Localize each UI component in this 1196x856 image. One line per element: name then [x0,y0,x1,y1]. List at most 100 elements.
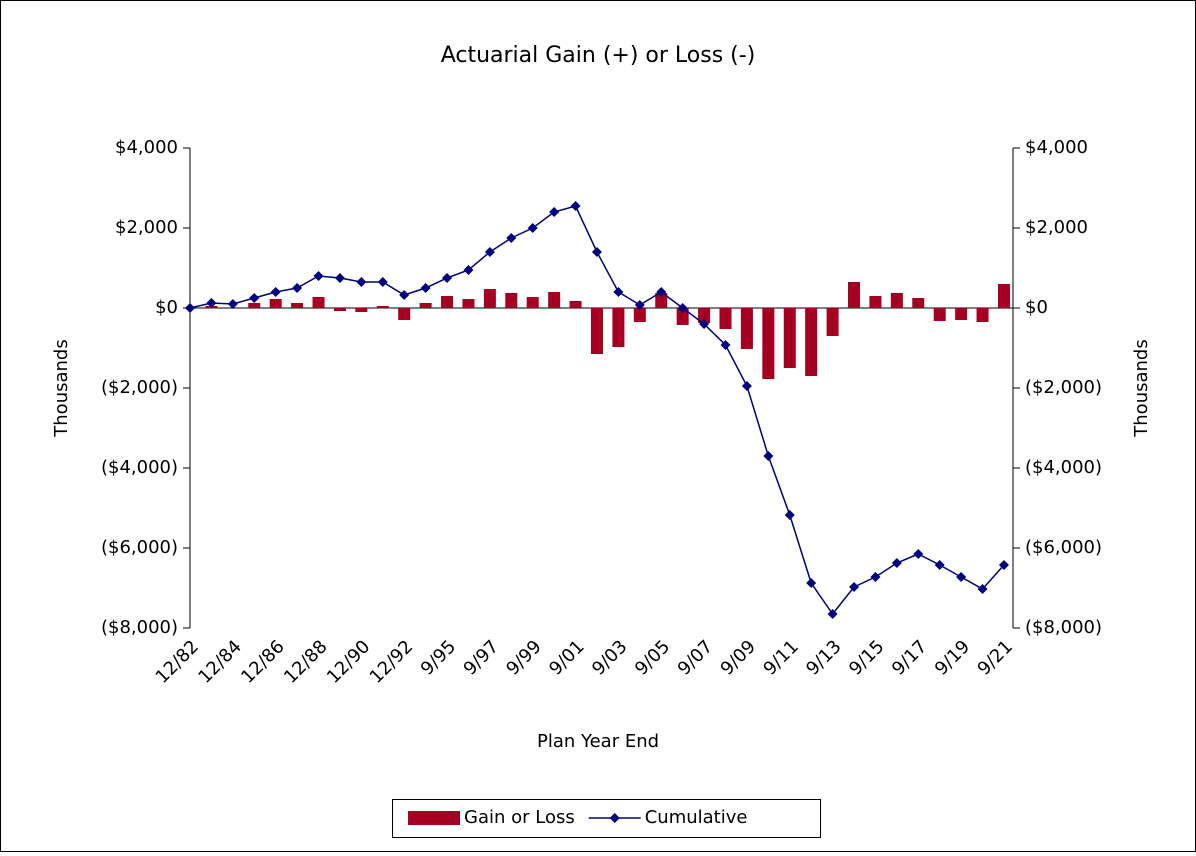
marker [784,510,795,520]
marker [227,299,238,309]
x-axis-label: Plan Year End [537,731,659,752]
marker [249,293,260,303]
marker [677,303,688,313]
bar [505,293,518,308]
bar [633,308,646,322]
bar [398,308,411,320]
marker [506,233,517,243]
bar [912,298,925,308]
marker [570,201,581,211]
y2-tick-label: $4,000 [1025,137,1088,158]
marker [827,609,838,619]
bar [719,308,732,329]
marker [356,277,367,287]
bar [890,293,903,308]
y-tick-label: ($6,000) [101,537,178,558]
legend-marker [609,813,620,823]
marker [206,298,217,308]
y2-tick-label: ($2,000) [1025,377,1102,398]
marker [399,290,410,300]
bar [805,308,818,376]
y-tick-label: ($2,000) [101,377,178,398]
chart-title: Actuarial Gain (+) or Loss (-) [441,43,756,68]
marker [699,319,710,329]
marker [185,303,195,313]
y2-tick-label: ($8,000) [1025,617,1102,638]
bar [955,308,968,320]
marker [891,558,902,568]
y2-tick-label: $0 [1025,297,1048,318]
marker [527,223,538,233]
y2-tick-label: ($4,000) [1025,457,1102,478]
marker [591,247,602,257]
marker [292,283,303,293]
bar [355,308,368,312]
bar [483,289,496,308]
bar [441,296,454,308]
marker [720,340,731,350]
marker [442,273,453,283]
marker [977,584,988,594]
y-tick-label: $0 [155,297,178,318]
bar [269,299,282,308]
marker [806,578,817,588]
bar [676,308,689,325]
bar [419,303,432,308]
legend-label: Cumulative [645,807,748,828]
y-tick-label: $2,000 [115,217,178,238]
y2-tick-label: ($6,000) [1025,537,1102,558]
legend-swatch [408,811,460,825]
y2-tick-label: $2,000 [1025,217,1088,238]
marker [956,572,967,582]
bar [376,306,389,308]
bar [762,308,775,379]
marker [613,287,624,297]
marker [377,277,388,287]
marker [463,265,474,275]
marker [763,451,774,461]
bar [333,308,346,311]
marker [741,381,752,391]
bar [248,303,261,308]
bar [548,292,561,308]
legend-label: Gain or Loss [464,807,575,828]
bar [569,301,582,308]
bar [590,308,603,354]
marker [270,287,281,297]
y-axis-label: Thousands [51,339,72,437]
bar [312,297,325,308]
bar [933,308,946,321]
marker [549,207,560,217]
bar [869,296,882,308]
bar [462,299,475,308]
marker [870,572,881,582]
marker [420,283,431,293]
bar [826,308,839,336]
bar [612,308,625,347]
marker [849,582,860,592]
bar [655,293,668,308]
bar [997,284,1010,308]
y-tick-label: ($8,000) [101,617,178,638]
marker [634,300,645,310]
bar [526,297,539,308]
marker [484,247,495,257]
bar [783,308,796,368]
y2-axis-label: Thousands [1131,339,1152,437]
bar [848,282,861,308]
y-tick-label: ($4,000) [101,457,178,478]
marker [334,273,345,283]
bar [740,308,753,349]
marker [313,271,324,281]
bar [291,303,304,308]
marker [998,560,1009,570]
y-tick-label: $4,000 [115,137,178,158]
marker [913,549,924,559]
marker [656,287,667,297]
marker [934,560,945,570]
bar [976,308,989,322]
bar [698,308,711,323]
